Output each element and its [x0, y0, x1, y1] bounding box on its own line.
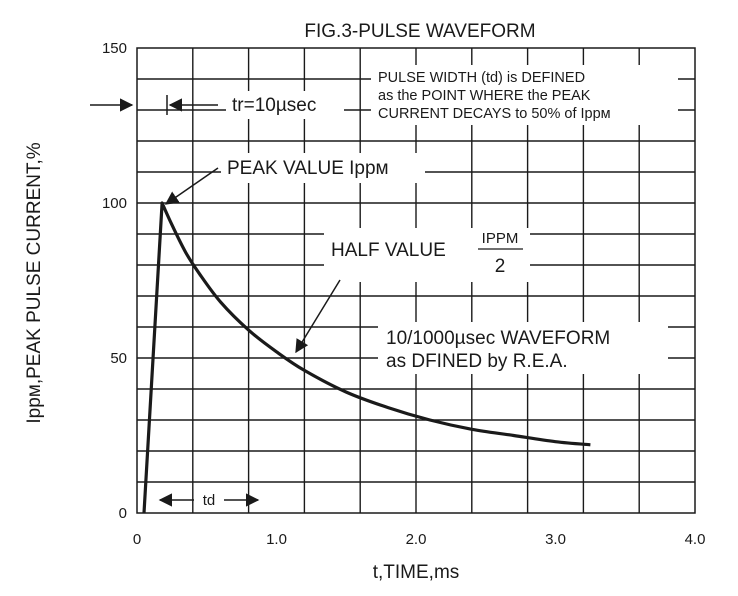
- x-axis-ticks: 0 1.0 2.0 3.0 4.0: [133, 531, 706, 548]
- peak-value-label-bg: [221, 153, 425, 183]
- x-tick-label: 1.0: [266, 531, 287, 548]
- pulse-width-label-bg: [371, 65, 678, 125]
- pulse-width-line-3: CURRENT DECAYS to 50% of Ippм: [378, 106, 611, 122]
- y-tick-label: 150: [102, 40, 127, 57]
- td-label-bg: [196, 490, 222, 510]
- x-tick-label: 4.0: [685, 531, 706, 548]
- half-value-label-bg: [324, 228, 530, 282]
- x-tick-label: 2.0: [406, 531, 427, 548]
- y-axis-label: Ippм,PEAK PULSE CURRENT,%: [24, 142, 45, 423]
- half-value-arrow: [295, 279, 341, 354]
- half-value-label: HALF VALUE: [331, 240, 446, 261]
- waveform-line-2: as DFINED by R.E.A.: [386, 351, 568, 372]
- plot-frame: [136, 47, 696, 514]
- y-tick-label: 50: [110, 350, 127, 367]
- x-axis-label: t,TIME,ms: [373, 562, 460, 583]
- x-tick-label: 3.0: [545, 531, 566, 548]
- rise-time-label-bg: [226, 91, 344, 119]
- x-tick-label: 0: [133, 531, 141, 548]
- y-tick-label: 100: [102, 195, 127, 212]
- waveform-series: [142, 201, 591, 514]
- pulse-width-line-2: as the POINT WHERE the PEAK: [378, 88, 591, 104]
- y-axis-ticks: 0 50 100 150: [102, 40, 127, 522]
- pulse-width-line-1: PULSE WIDTH (td) is DEFINED: [378, 70, 585, 86]
- y-tick-label: 0: [119, 505, 127, 522]
- waveform-line: [142, 201, 591, 514]
- peak-value-arrow: [164, 167, 219, 205]
- waveform-label-bg: [378, 322, 668, 374]
- half-value-denominator: 2: [495, 256, 506, 277]
- waveform-line-1: 10/1000µsec WAVEFORM: [386, 328, 610, 349]
- chart-title: FIG.3-PULSE WAVEFORM: [304, 21, 535, 42]
- half-value-numerator: IPPM: [482, 230, 519, 247]
- peak-value-label: PEAK VALUE Ippм: [227, 158, 389, 179]
- td-label: td: [203, 492, 216, 509]
- rise-time-label: tr=10µsec: [232, 95, 316, 116]
